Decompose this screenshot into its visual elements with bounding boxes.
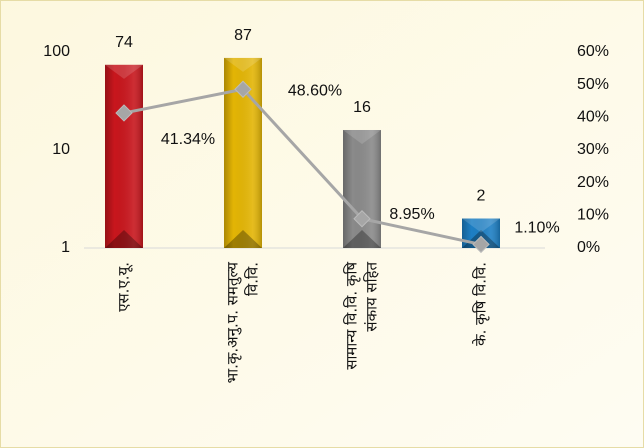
y2-tick-label: 30% [577,141,609,158]
y2-tick-label: 10% [577,207,609,224]
line-value-label: 48.60% [288,82,342,99]
x-tick-label: भा.कृ.अनु.प. समतुल्य [224,262,243,384]
bar-shade [343,129,381,248]
x-tick-label: संकाय सहित [363,262,381,332]
x-tick-label: वि.वि. [244,262,262,296]
y-tick-label: 10 [52,141,70,158]
bar-bevel [343,129,381,144]
line-marker [472,235,490,254]
x-tick-label: सामान्य वि.वि. कृषि [343,262,362,370]
line-value-label: 1.10% [514,220,559,237]
y2-tick-label: 20% [577,174,609,191]
y2-tick-label: 0% [577,239,600,256]
bar-bevel [343,230,381,248]
bar-value-label: 87 [234,27,252,44]
line-marker [353,210,371,228]
y-tick-label: 1 [61,239,70,256]
bar-bevel [224,57,262,72]
y2-tick-label: 60% [577,43,609,60]
y2-tick-label: 50% [577,76,609,93]
y2-tick-label: 40% [577,109,609,126]
bar-value-label: 16 [353,99,371,116]
x-tick-label: एस.ए.यू. [115,262,134,312]
line [123,87,482,246]
bar-value-label: 2 [477,188,486,205]
y-tick-label: 100 [43,43,70,60]
bar-value-label: 74 [115,34,133,51]
line-value-label: 41.34% [161,131,215,148]
bar-bevel [105,230,143,248]
line-value-label: 8.95% [389,206,434,223]
bar-bevel [224,230,262,248]
line-marker [234,80,252,98]
bar-bevel [462,218,500,233]
line-marker [115,104,133,122]
bar-shade [105,64,143,248]
bar-bevel [105,64,143,79]
x-tick-label: के. कृषि वि.वि. [472,262,491,346]
